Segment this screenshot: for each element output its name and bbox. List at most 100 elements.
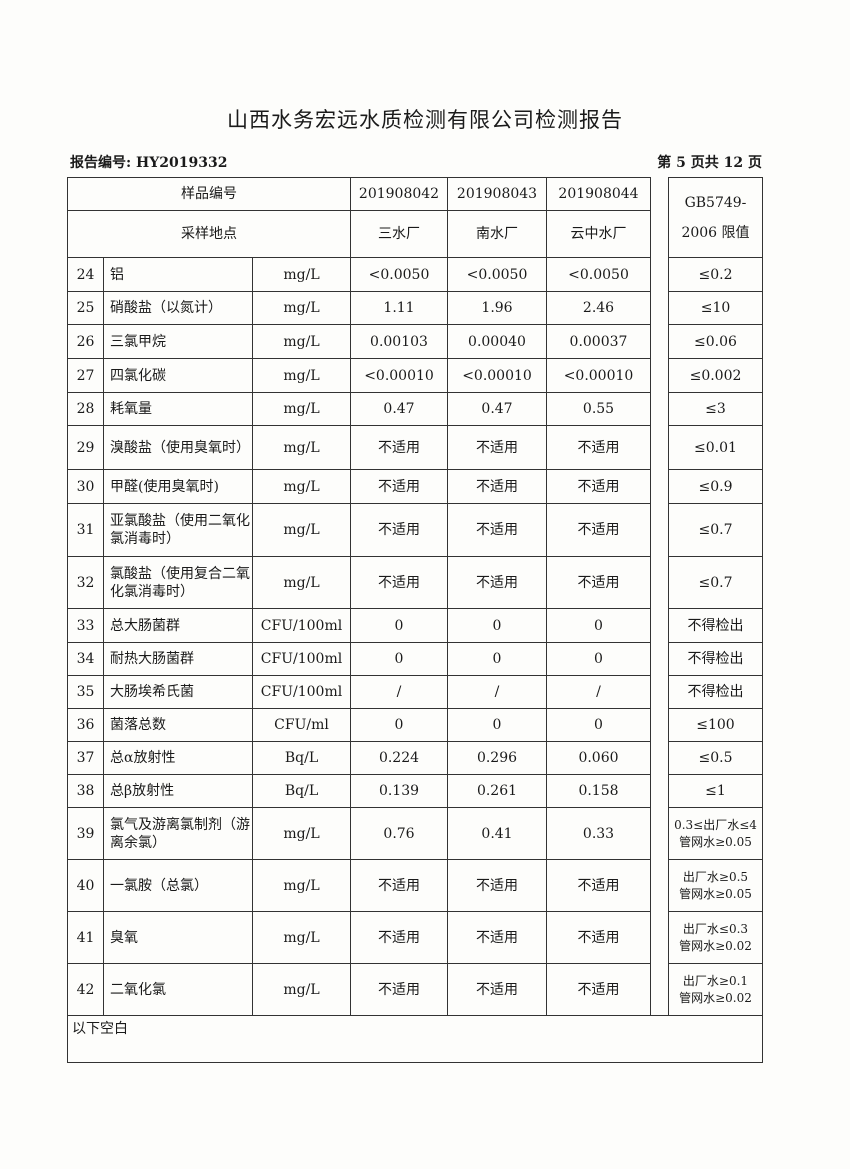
value: 不适用 — [350, 503, 448, 557]
location-label: 采样地点 — [67, 210, 351, 258]
item-name: 氯酸盐（使用复合二氧化氯消毒时） — [103, 556, 253, 609]
value: 0.296 — [447, 741, 547, 775]
value: 不适用 — [350, 911, 448, 964]
unit: mg/L — [252, 963, 351, 1016]
value: 不适用 — [350, 469, 448, 504]
value: <0.00010 — [546, 358, 651, 393]
value: 不适用 — [447, 425, 547, 470]
limit: 0.3≤出厂水≤4 管网水≥0.05 — [668, 807, 763, 860]
item-no: 31 — [67, 503, 104, 557]
item-name: 四氯化碳 — [103, 358, 253, 393]
item-name: 甲醛(使用臭氧时) — [103, 469, 253, 504]
value: / — [447, 675, 547, 709]
unit: mg/L — [252, 257, 351, 292]
limit: ≤0.7 — [668, 556, 763, 609]
item-name: 耐热大肠菌群 — [103, 642, 253, 676]
location: 南水厂 — [447, 210, 547, 258]
limit: ≤3 — [668, 392, 763, 426]
limit: ≤0.9 — [668, 469, 763, 504]
limit: 出厂水≤0.3 管网水≥0.02 — [668, 911, 763, 964]
gap — [650, 556, 669, 609]
item-no: 40 — [67, 859, 104, 912]
item-name: 总β放射性 — [103, 774, 253, 808]
limit: ≤0.06 — [668, 324, 763, 359]
unit: mg/L — [252, 425, 351, 470]
table-row: 32 氯酸盐（使用复合二氧化氯消毒时） mg/L 不适用 不适用 不适用 ≤0.7 — [67, 556, 763, 609]
gap — [650, 859, 669, 912]
value: 不适用 — [546, 425, 651, 470]
limit: 不得检出 — [668, 608, 763, 643]
table-row: 40 一氯胺（总氯） mg/L 不适用 不适用 不适用 出厂水≥0.5 管网水≥0.05 — [67, 859, 763, 912]
value: 0.76 — [350, 807, 448, 860]
item-no: 35 — [67, 675, 104, 709]
table-row: 41 臭氧 mg/L 不适用 不适用 不适用 出厂水≤0.3 管网水≥0.02 — [67, 911, 763, 964]
unit: CFU/100ml — [252, 675, 351, 709]
page-number: 第 5 页共 12 页 — [657, 155, 762, 171]
value: 0.55 — [546, 392, 651, 426]
value: 0 — [350, 708, 448, 742]
item-no: 27 — [67, 358, 104, 393]
limit: ≤100 — [668, 708, 763, 742]
unit: mg/L — [252, 358, 351, 393]
gap — [650, 257, 669, 292]
item-name: 臭氧 — [103, 911, 253, 964]
item-name: 硝酸盐（以氮计） — [103, 291, 253, 325]
table-row: 29 溴酸盐（使用臭氧时） mg/L 不适用 不适用 不适用 ≤0.01 — [67, 425, 763, 470]
value: 0 — [350, 608, 448, 643]
item-no: 42 — [67, 963, 104, 1016]
value: 不适用 — [546, 503, 651, 557]
value: 0.47 — [447, 392, 547, 426]
table-row: 37 总α放射性 Bq/L 0.224 0.296 0.060 ≤0.5 — [67, 741, 763, 775]
value: 0 — [546, 708, 651, 742]
unit: mg/L — [252, 324, 351, 359]
value: 0.00037 — [546, 324, 651, 359]
gap — [650, 324, 669, 359]
item-name: 铝 — [103, 257, 253, 292]
table-row: 24 铝 mg/L <0.0050 <0.0050 <0.0050 ≤0.2 — [67, 257, 763, 292]
item-no: 36 — [67, 708, 104, 742]
unit: mg/L — [252, 503, 351, 557]
report-title: 山西水务宏远水质检测有限公司检测报告 — [227, 108, 623, 132]
limit: 不得检出 — [668, 642, 763, 676]
unit: mg/L — [252, 859, 351, 912]
gap — [650, 963, 669, 1016]
value: 0.47 — [350, 392, 448, 426]
value: 0.139 — [350, 774, 448, 808]
value: 不适用 — [447, 469, 547, 504]
unit: mg/L — [252, 807, 351, 860]
item-name: 亚氯酸盐（使用二氧化氯消毒时） — [103, 503, 253, 557]
limit: ≤1 — [668, 774, 763, 808]
item-no: 30 — [67, 469, 104, 504]
gap — [650, 807, 669, 860]
value: 0 — [350, 642, 448, 676]
value: 不适用 — [350, 556, 448, 609]
table-row: 42 二氧化氯 mg/L 不适用 不适用 不适用 出厂水≥0.1 管网水≥0.02 — [67, 963, 763, 1016]
value: 0 — [546, 608, 651, 643]
value: 不适用 — [350, 859, 448, 912]
gap — [650, 708, 669, 742]
table-row: 28 耗氧量 mg/L 0.47 0.47 0.55 ≤3 — [67, 392, 763, 426]
value: 0 — [447, 642, 547, 676]
table-row: 38 总β放射性 Bq/L 0.139 0.261 0.158 ≤1 — [67, 774, 763, 808]
location: 三水厂 — [350, 210, 448, 258]
limit: ≤0.2 — [668, 257, 763, 292]
gap — [650, 642, 669, 676]
item-no: 38 — [67, 774, 104, 808]
unit: mg/L — [252, 392, 351, 426]
table-row: 35 大肠埃希氏菌 CFU/100ml / / / 不得检出 — [67, 675, 763, 709]
sample-no: 201908044 — [546, 177, 651, 211]
table-row: 39 氯气及游离氯制剂（游离余氯） mg/L 0.76 0.41 0.33 0.3≤出厂水≤… — [67, 807, 763, 860]
limit: ≤10 — [668, 291, 763, 325]
value: 0 — [447, 608, 547, 643]
unit: mg/L — [252, 556, 351, 609]
value: 不适用 — [447, 556, 547, 609]
item-name: 溴酸盐（使用臭氧时） — [103, 425, 253, 470]
sample-no: 201908042 — [350, 177, 448, 211]
item-no: 41 — [67, 911, 104, 964]
limit: ≤0.002 — [668, 358, 763, 393]
table-row: 27 四氯化碳 mg/L <0.00010 <0.00010 <0.00010 ≤0.002 — [67, 358, 763, 393]
item-name: 二氧化氯 — [103, 963, 253, 1016]
value: / — [546, 675, 651, 709]
value: 0.224 — [350, 741, 448, 775]
limit: 出厂水≥0.1 管网水≥0.02 — [668, 963, 763, 1016]
